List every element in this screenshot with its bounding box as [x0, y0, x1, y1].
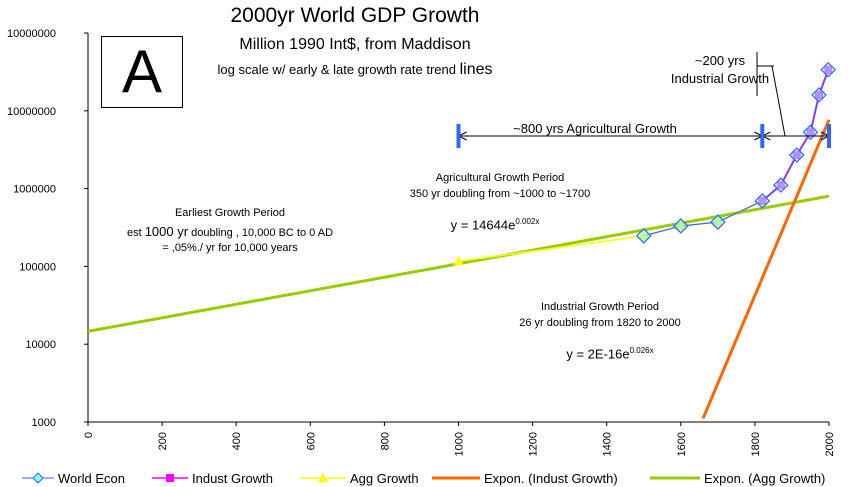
- x-tick-label: 1800: [750, 432, 762, 456]
- x-tick-label: 0: [83, 432, 95, 438]
- agri-eq-base: y = 14644e: [450, 217, 516, 233]
- span-ind-label-1: ~200 yrs: [694, 53, 746, 68]
- span-ind-pointer: [771, 65, 786, 137]
- ind-line2: 26 yr doubling from 1820 to 2000: [519, 317, 681, 329]
- agg-growth-marker: [453, 255, 464, 266]
- x-tick-label: 200: [157, 432, 169, 450]
- ind-equation: y = 2E-16e0.026x: [535, 346, 685, 361]
- data-series: [453, 61, 837, 266]
- span-markers: [456, 52, 831, 148]
- legend-world-marker: [32, 472, 44, 484]
- legend-agg-marker: [318, 473, 328, 482]
- legend-label: Expon. (Indust Growth): [484, 471, 618, 486]
- world-econ-marker: [772, 177, 789, 193]
- y-tick-label: 1000000: [13, 184, 56, 196]
- y-tick-label: 100000: [19, 261, 56, 273]
- earliest-title: Earliest Growth Period: [174, 207, 286, 219]
- legend-label: World Econ: [58, 471, 125, 486]
- x-tick-label: 1600: [676, 432, 688, 456]
- chart-subtitle: Million 1990 Int$, from Maddison: [239, 36, 471, 53]
- agri-title: Agricultural Growth Period: [435, 172, 565, 184]
- ind-title: Industrial Growth Period: [541, 301, 659, 313]
- world-econ-marker: [635, 227, 652, 244]
- earliest-line2: est 1000 yr doubling , 10,000 BC to 0 AD: [100, 224, 360, 239]
- ind-eq-base: y = 2E-16e: [566, 346, 630, 362]
- panel-label: A: [101, 36, 183, 108]
- subtitle-2-tail: lines: [459, 61, 493, 78]
- agri-eq-exp: 0.002x: [515, 217, 540, 226]
- ind-eq-exp: 0.026x: [629, 346, 654, 355]
- trend-lines: [87, 119, 831, 420]
- world-econ-marker: [788, 147, 805, 163]
- x-tick-label: 600: [305, 432, 317, 450]
- agri-equation: y = 14644e0.002x: [420, 217, 570, 232]
- world-econ-marker: [672, 218, 689, 234]
- x-tick-label: 2000: [824, 432, 836, 456]
- x-tick-label: 400: [231, 432, 243, 450]
- earliest-line3: = ,05%./ yr for 10,000 years: [162, 242, 298, 254]
- x-tick-label: 800: [379, 432, 391, 450]
- span-agri-label: ~800 yrs Agricultural Growth: [513, 121, 677, 136]
- y-tick-label: 10000: [25, 339, 56, 351]
- y-tick-label: 10000000: [7, 106, 56, 118]
- legend-label: Expon. (Agg Growth): [704, 471, 825, 486]
- y-tick-label: 1000: [32, 417, 56, 429]
- chart-legend: World Econ Indust Growth Agg Growth Expon. …: [22, 471, 825, 486]
- earliest-line2-big: 1000 yr: [144, 224, 189, 239]
- chart-title: 2000yr World GDP Growth: [230, 4, 480, 27]
- x-tick-label: 1200: [528, 432, 540, 456]
- x-tick-label: 1400: [602, 432, 614, 456]
- legend-indust-marker: [166, 474, 174, 482]
- world-econ-marker: [811, 87, 827, 103]
- world-econ-marker: [820, 61, 837, 78]
- earliest-line2-post: doubling , 10,000 BC to 0 AD: [188, 227, 334, 239]
- agri-line2: 350 yr doubling from ~1000 to ~1700: [409, 188, 591, 200]
- world-econ-marker: [802, 124, 819, 141]
- chart-subtitle-2: log scale w/ early & late growth rate tr…: [190, 61, 520, 79]
- legend-label: Agg Growth: [350, 471, 419, 486]
- x-tick-label: 1000: [454, 432, 466, 456]
- indust-trend-line: [701, 119, 831, 420]
- subtitle-2-main: log scale w/ early & late growth rate tr…: [217, 62, 460, 77]
- world-econ-marker: [754, 193, 771, 209]
- chart-ticks: 1000 10000 100000 1000000 10000000 10000000 0 2…: [7, 28, 836, 456]
- y-tick-label: 10000000: [7, 28, 56, 40]
- world-econ-marker: [710, 214, 726, 230]
- earliest-line2-pre: est: [126, 227, 145, 239]
- legend-label: Indust Growth: [192, 471, 273, 486]
- span-ind-label-2: Industrial Growth: [670, 71, 770, 86]
